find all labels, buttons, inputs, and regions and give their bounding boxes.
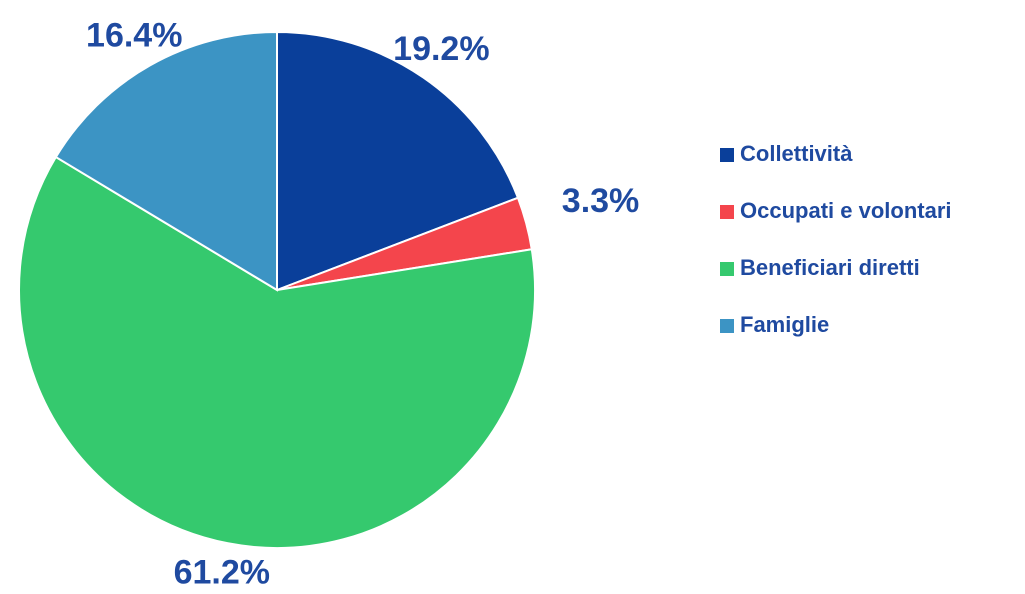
pie-slice <box>54 30 278 292</box>
pie-slice <box>276 30 520 292</box>
legend-label: Occupati e volontari <box>740 198 952 223</box>
legend-swatch <box>720 148 734 162</box>
legend-label: Collettività <box>740 141 853 166</box>
value-label: 19.2% <box>393 30 489 68</box>
legend-label: Famiglie <box>740 312 829 337</box>
value-label: 3.3% <box>562 182 640 220</box>
pie-slice <box>18 155 536 549</box>
legend-swatch <box>720 205 734 219</box>
value-label: 16.4% <box>86 17 182 55</box>
legend-swatch <box>720 319 734 333</box>
legend-label: Beneficiari diretti <box>740 255 920 280</box>
value-label: 61.2% <box>174 554 270 592</box>
legend-swatch <box>720 262 734 276</box>
